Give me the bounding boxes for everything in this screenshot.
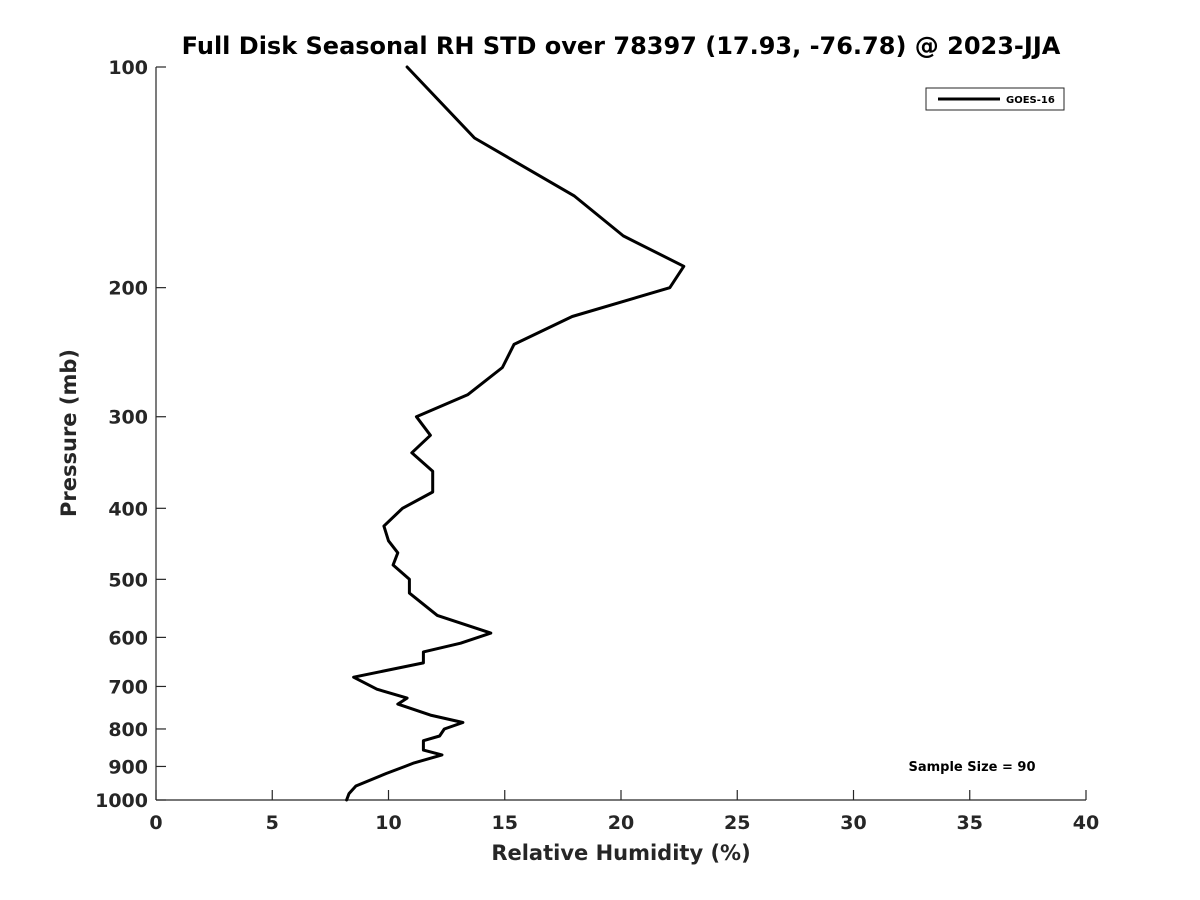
y-tick-label: 1000 [95, 790, 148, 812]
legend[interactable]: GOES-16 [925, 87, 1065, 111]
y-tick-label: 800 [108, 719, 148, 741]
y-axis: 100 200 300 400 500 600 700 800 900 1000 [95, 57, 166, 812]
y-tick-label: 200 [108, 278, 148, 300]
series-line-goes-16 [345, 65, 686, 802]
chart-title: Full Disk Seasonal RH STD over 78397 (17… [182, 32, 1061, 60]
x-tick-label: 5 [266, 812, 279, 834]
sample-size-annotation: Sample Size = 90 [908, 760, 1035, 775]
y-tick-label: 700 [108, 676, 148, 698]
x-tick-label: 10 [375, 812, 401, 834]
legend-label-goes-16: GOES-16 [1006, 95, 1055, 106]
x-tick-label: 35 [957, 812, 983, 834]
y-tick-label: 900 [108, 756, 148, 778]
x-tick-label: 25 [724, 812, 750, 834]
y-tick-label: 600 [108, 627, 148, 649]
x-tick-label: 30 [840, 812, 866, 834]
y-tick-label: 300 [108, 407, 148, 429]
y-tick-label: 400 [108, 498, 148, 520]
y-axis-label: Pressure (mb) [57, 349, 81, 517]
x-tick-label: 15 [492, 812, 518, 834]
x-tick-label: 0 [149, 812, 162, 834]
x-tick-label: 40 [1073, 812, 1099, 834]
y-tick-label: 500 [108, 569, 148, 591]
x-axis: 0 5 10 15 20 25 30 35 40 [149, 790, 1099, 834]
plot-area [156, 67, 1086, 800]
x-tick-label: 20 [608, 812, 634, 834]
y-tick-label: 100 [108, 57, 148, 79]
x-axis-label: Relative Humidity (%) [491, 841, 750, 865]
